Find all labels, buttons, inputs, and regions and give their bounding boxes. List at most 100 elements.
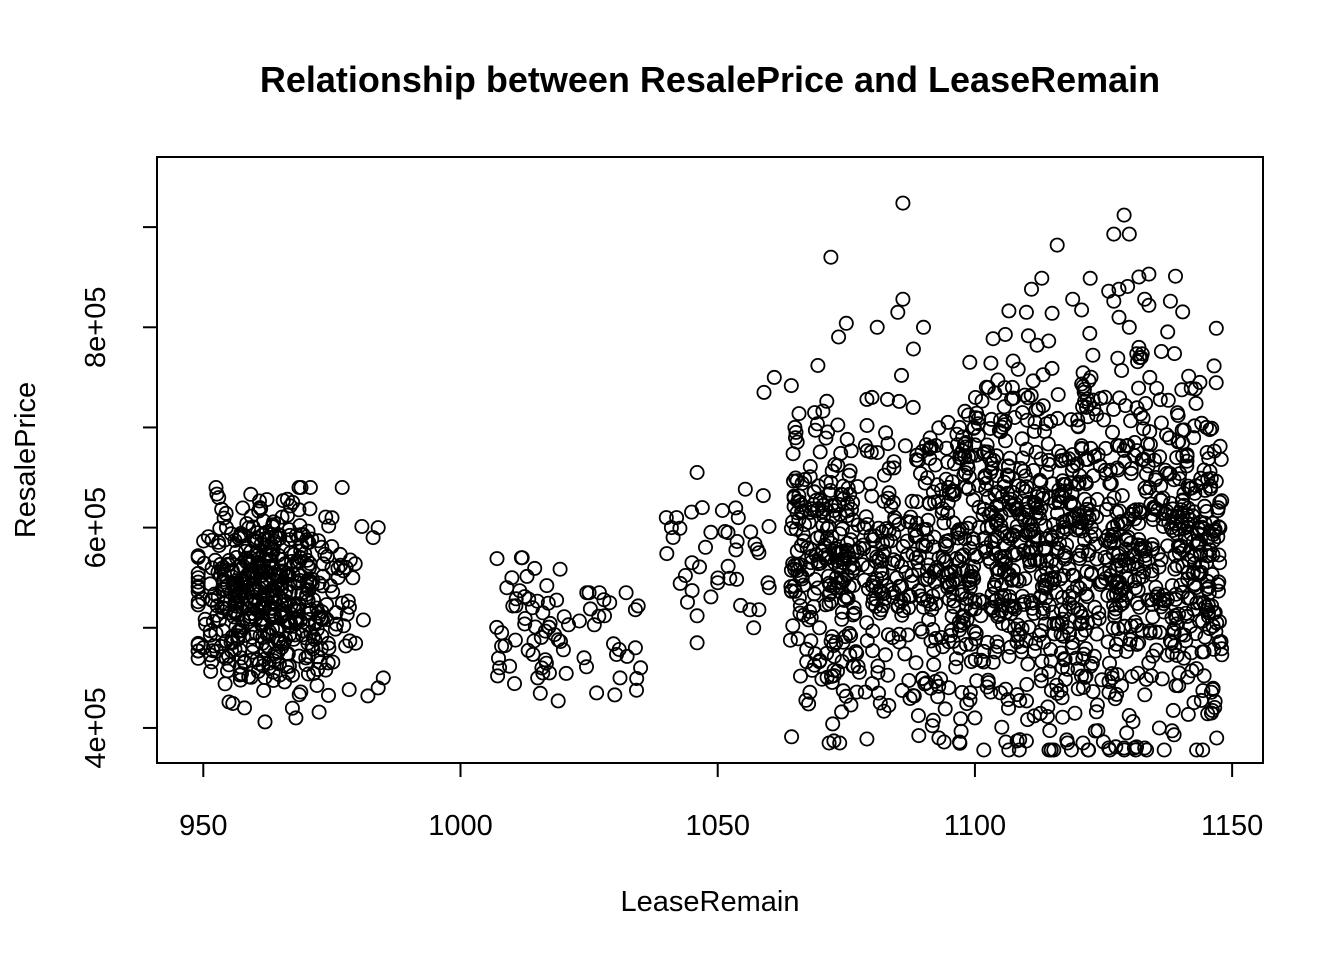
data-point: [677, 568, 693, 584]
data-point: [1114, 678, 1130, 694]
data-point: [871, 685, 887, 701]
data-point: [862, 476, 878, 492]
data-point: [684, 555, 700, 571]
data-point: [532, 685, 548, 701]
data-point: [842, 463, 858, 479]
data-point: [1192, 544, 1208, 560]
data-point: [1190, 565, 1206, 581]
data-point: [807, 572, 823, 588]
data-point: [561, 617, 577, 633]
data-point: [1018, 304, 1034, 320]
data-point: [1197, 629, 1213, 645]
data-point: [802, 458, 818, 474]
data-point: [962, 354, 978, 370]
data-point: [812, 620, 828, 636]
data-point: [1065, 567, 1081, 583]
data-point: [309, 661, 325, 677]
data-point: [576, 650, 592, 666]
data-point: [293, 550, 309, 566]
data-point: [1093, 390, 1109, 406]
data-point: [826, 649, 842, 665]
data-point: [489, 619, 505, 635]
data-point: [1108, 739, 1124, 755]
data-point: [190, 565, 206, 581]
data-point: [963, 636, 979, 652]
data-point: [880, 436, 896, 452]
data-point: [210, 589, 226, 605]
data-point: [1001, 303, 1017, 319]
data-point: [1211, 574, 1227, 590]
data-point: [1094, 672, 1110, 688]
data-point: [1116, 207, 1132, 223]
data-point: [1105, 620, 1121, 636]
data-point: [234, 650, 250, 666]
data-point: [1182, 618, 1198, 634]
data-point: [354, 519, 370, 535]
data-point: [1179, 608, 1195, 624]
data-point: [878, 425, 894, 441]
data-point: [1202, 422, 1218, 438]
data-point: [589, 685, 605, 701]
data-point: [720, 525, 736, 541]
data-point: [958, 465, 974, 481]
data-point: [785, 514, 801, 530]
data-point: [786, 473, 802, 489]
data-point: [729, 534, 745, 550]
data-point: [1010, 627, 1026, 643]
data-point: [746, 620, 762, 636]
x-axis: 950 1000 1050 1100 1150: [179, 762, 1263, 842]
data-point: [1004, 379, 1020, 395]
data-point: [818, 430, 834, 446]
y-tick-label: 8e+05: [80, 287, 112, 368]
data-point: [958, 637, 974, 653]
data-point: [535, 665, 551, 681]
data-point: [1175, 435, 1191, 451]
data-point: [1074, 523, 1090, 539]
data-point: [1035, 367, 1051, 383]
data-point: [1169, 648, 1185, 664]
data-point: [1025, 522, 1041, 538]
data-point: [839, 508, 855, 524]
data-point: [520, 642, 536, 658]
data-point: [1121, 226, 1137, 242]
data-point: [525, 600, 541, 616]
data-point: [999, 467, 1015, 483]
data-point: [581, 585, 597, 601]
data-point: [553, 634, 569, 650]
data-point: [871, 550, 887, 566]
data-point: [1001, 700, 1017, 716]
data-point: [225, 576, 241, 592]
data-point: [876, 467, 892, 483]
data-point: [236, 700, 252, 716]
data-point: [826, 638, 842, 654]
data-point: [814, 671, 830, 687]
data-point: [332, 546, 348, 562]
data-point: [190, 570, 206, 586]
data-point: [859, 615, 875, 631]
data-point: [1145, 541, 1161, 557]
data-point: [959, 612, 975, 628]
data-point: [1070, 418, 1086, 434]
data-point: [1054, 690, 1070, 706]
data-point: [894, 367, 910, 383]
data-point: [710, 570, 726, 586]
data-point: [976, 643, 992, 659]
data-point: [1100, 634, 1116, 650]
data-point: [602, 595, 618, 611]
data-point: [937, 701, 953, 717]
data-point: [1152, 392, 1168, 408]
data-point: [1202, 548, 1218, 564]
data-point: [1065, 291, 1081, 307]
data-point: [490, 668, 506, 684]
data-point: [555, 642, 571, 658]
data-point: [1002, 531, 1018, 547]
data-point: [803, 633, 819, 649]
data-point: [1156, 742, 1172, 758]
x-tick-label: 1050: [685, 810, 750, 842]
data-point: [1196, 462, 1212, 478]
data-point: [874, 565, 890, 581]
data-point: [967, 652, 983, 668]
data-point: [864, 488, 880, 504]
x-tick-label: 1150: [1201, 810, 1263, 842]
data-point: [911, 548, 927, 564]
